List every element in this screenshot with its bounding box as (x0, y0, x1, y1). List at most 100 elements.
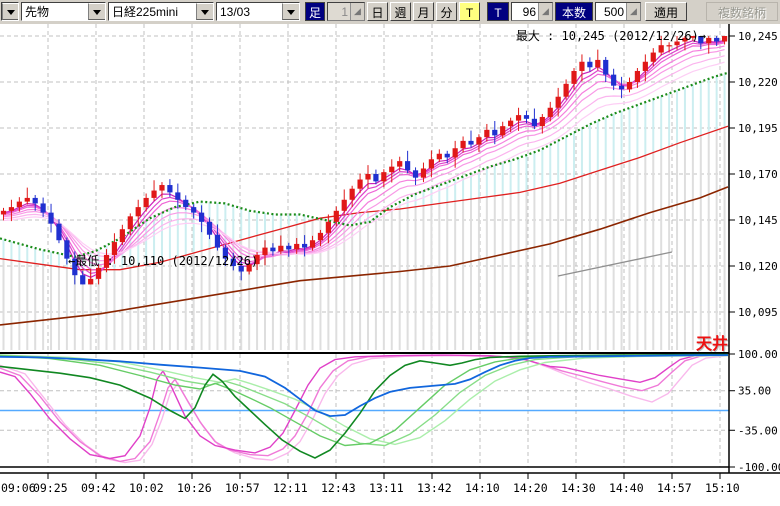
price-axis-label: 10,195 (738, 122, 778, 135)
bar-count-value: 500 (603, 5, 624, 19)
rci-dark-green-line (0, 353, 728, 459)
candle-body (500, 126, 506, 136)
candle-body (484, 129, 490, 138)
chevron-down-icon[interactable] (2, 3, 18, 20)
candle-body (333, 210, 339, 222)
chart-area[interactable]: 最大 : 10,245 (2012/12/26)→ ←最低 : 10,110 (2… (0, 24, 780, 501)
time-axis-label: 15:10 (705, 481, 740, 495)
candle-body (603, 59, 609, 75)
price-axis-label: 10,220 (738, 76, 778, 89)
tick-size-value: 96 (522, 5, 536, 19)
candle-body (476, 137, 482, 145)
candle-body (721, 36, 728, 42)
candle-body (714, 37, 720, 42)
candle-body (214, 234, 221, 248)
candle-body (72, 258, 78, 276)
price-axis-label: 10,245 (738, 30, 778, 43)
rci-slow-blue-line (0, 354, 728, 418)
candle-body (127, 216, 133, 230)
candle-body (24, 197, 30, 202)
rci-mid-line (0, 354, 729, 446)
time-axis-label: 13:11 (369, 481, 404, 495)
candle-body (674, 41, 680, 46)
candle-body (357, 179, 363, 189)
candle-body (436, 153, 442, 160)
candle-body (48, 212, 54, 224)
tick-button[interactable]: T (459, 2, 480, 21)
price-axis-label: 10,095 (738, 306, 778, 319)
candle-body (294, 243, 300, 250)
candle-body (666, 45, 672, 47)
candle-body (254, 254, 260, 265)
candle-body (428, 159, 434, 169)
candle-body (523, 115, 530, 119)
chevron-down-icon[interactable] (88, 3, 105, 20)
candle-body (135, 207, 141, 217)
chevron-down-icon[interactable] (282, 3, 299, 20)
time-axis-label: 13:42 (417, 481, 452, 495)
week-button[interactable]: 週 (390, 2, 411, 21)
spinner-icon[interactable]: ◢ (538, 3, 552, 20)
candle-body (579, 61, 585, 71)
candle-body (563, 83, 569, 97)
contract-month-combo[interactable]: 13/03 (216, 2, 300, 21)
candle-body (397, 161, 403, 167)
apply-button[interactable]: 適用 (645, 2, 687, 21)
candle-body (690, 36, 696, 38)
bar-count-stepper[interactable]: 500 ◢ (595, 2, 641, 21)
toolbar: 先物 日経225mini 13/03 足 1 ◢ 日 週 月 分 T T 96 … (0, 0, 780, 25)
candle-body (286, 245, 292, 250)
tick-size-stepper[interactable]: 96 ◢ (511, 2, 553, 21)
bar-count-label: 本数 (555, 2, 593, 21)
minute-button[interactable]: 分 (436, 2, 457, 21)
candle-body (238, 266, 244, 272)
time-axis-label: 10:26 (177, 481, 212, 495)
red-ma-line (0, 125, 729, 271)
candlestick-chart-svg: 最大 : 10,245 (2012/12/26)→ ←最低 : 10,110 (2… (0, 24, 780, 495)
rci-fast-line (0, 353, 729, 460)
candle-body (270, 247, 276, 252)
spinner-icon[interactable]: ◢ (626, 3, 640, 20)
candle-body (88, 278, 94, 285)
market-combo[interactable]: 先物 (21, 2, 106, 21)
candle-body (278, 245, 284, 252)
candle-body (206, 221, 213, 235)
gray-trendline (557, 251, 673, 277)
month-button[interactable]: 月 (413, 2, 434, 21)
time-axis-label: 10:02 (129, 481, 164, 495)
ceiling-annotation: 天井 (696, 334, 728, 353)
mini-combo[interactable] (1, 2, 19, 21)
osc-axis-label: 35.00 (738, 385, 771, 398)
ema-ribbon-line (3, 45, 725, 266)
candle-body (230, 258, 236, 266)
candle-body (595, 59, 601, 68)
candle-body (246, 264, 252, 272)
tick-size-label: T (487, 2, 509, 21)
osc-axis-label: -100.00 (738, 461, 780, 474)
candle-body (80, 275, 86, 285)
green-dotted-ma-line (0, 71, 729, 258)
candle-body (412, 170, 419, 178)
symbol-combo-value: 日経225mini (112, 5, 179, 19)
chevron-down-icon[interactable] (196, 3, 213, 20)
osc-axis-label: 100.00 (738, 348, 778, 361)
candle-body (571, 70, 577, 84)
time-axis-label: 14:10 (465, 481, 500, 495)
day-button[interactable]: 日 (367, 2, 388, 21)
candle-body (95, 267, 102, 279)
candle-body (191, 207, 197, 213)
symbol-combo[interactable]: 日経225mini (108, 2, 214, 21)
rci-fast-line (0, 354, 729, 463)
candle-body (167, 185, 173, 193)
min-price-annotation: ←最低 : 10,110 (2012/12/26) (68, 254, 258, 268)
candle-body (547, 107, 553, 117)
spinner-icon[interactable]: ◢ (350, 3, 364, 20)
candle-body (64, 240, 70, 259)
candle-body (611, 74, 617, 86)
multi-symbol-button[interactable]: 複数銘柄 (706, 2, 778, 21)
candle-body (317, 232, 324, 241)
candle-body (658, 45, 664, 53)
market-combo-value: 先物 (25, 5, 50, 19)
candle-body (555, 96, 561, 108)
bar-interval-stepper[interactable]: 1 ◢ (327, 2, 365, 21)
